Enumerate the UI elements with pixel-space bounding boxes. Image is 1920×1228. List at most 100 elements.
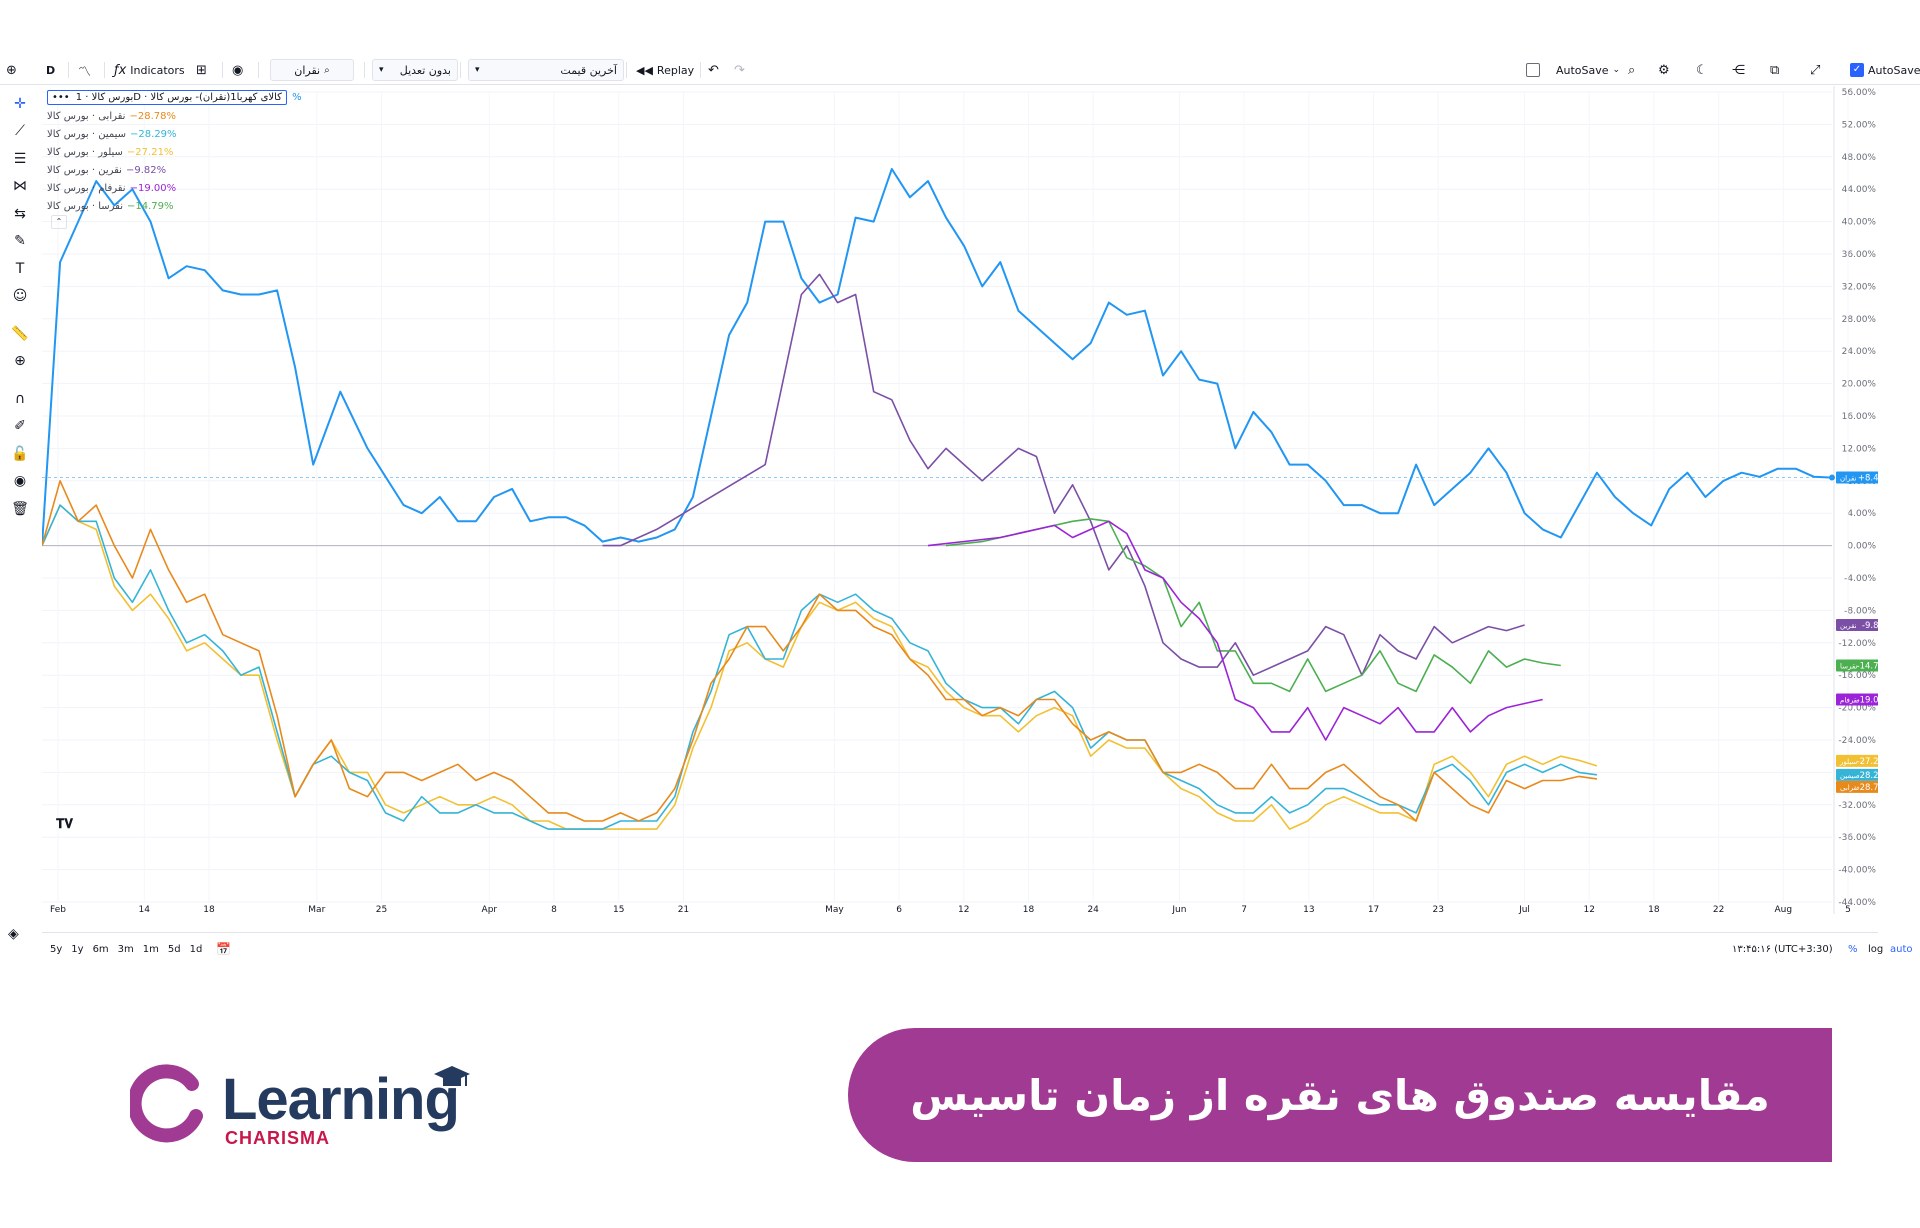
settings-button[interactable]: ⚙: [1658, 56, 1670, 84]
legend-series-name: سیمین · بورس کالا: [47, 128, 127, 140]
tradingview-logo-icon: 𝐓𝐕: [56, 817, 73, 832]
collapse-legend-button[interactable]: ⌃: [51, 215, 67, 229]
snapshot-button[interactable]: ⧉: [1770, 56, 1779, 84]
add-symbol-button[interactable]: ⊕: [6, 56, 17, 84]
pattern-tool[interactable]: ⋈: [0, 173, 40, 201]
axis-price-label: -28.78%: [1857, 783, 1878, 793]
timeframe-button[interactable]: 5y: [50, 943, 63, 955]
fib-tool[interactable]: ☰: [0, 145, 40, 173]
chart-type-button[interactable]: 〽: [78, 56, 91, 84]
divider: [364, 62, 365, 78]
object-tree-button[interactable]: ◈: [8, 926, 19, 942]
brush-tool[interactable]: ✎: [0, 228, 40, 256]
percent-label: %: [1848, 943, 1858, 955]
y-tick-label: 0.00%: [1847, 542, 1876, 552]
legend-row[interactable]: نقرسا · بورس کالا −14.79%: [47, 197, 302, 215]
share-button[interactable]: ⋲: [1732, 56, 1745, 84]
adjustment-select[interactable]: ▾ بدون تعدیل: [372, 56, 458, 84]
legend-row[interactable]: سیلور · بورس کالا −27.21%: [47, 143, 302, 161]
chevron-up-icon: ⌃: [55, 217, 63, 226]
quick-search-button[interactable]: ⌕: [1628, 56, 1635, 84]
divider: [460, 62, 461, 78]
checkbox-icon: [1526, 63, 1540, 77]
log-toggle[interactable]: log: [1868, 938, 1883, 960]
goto-date-button[interactable]: 📅: [216, 938, 231, 960]
visibility-button[interactable]: ◉: [232, 56, 243, 84]
legend-row[interactable]: نقرابی · بورس کالا −28.78%: [47, 107, 302, 125]
gear-icon: ⚙: [1658, 62, 1670, 78]
compare-field[interactable]: نقران ⌕: [270, 56, 354, 84]
series-line-نقرفام: [927, 520, 1543, 741]
timeframe-button[interactable]: 3m: [117, 943, 134, 955]
emoji-tool[interactable]: ☺: [0, 283, 40, 311]
crosshair-tool[interactable]: ✛: [0, 90, 40, 118]
axis-price-label: -19.00%: [1857, 696, 1878, 706]
axis-price-label: +8.40%: [1858, 474, 1878, 484]
redo-button[interactable]: ↷: [734, 56, 745, 84]
x-tick-label: Mar: [308, 905, 325, 914]
adjustment-label: بدون تعدیل: [399, 63, 451, 77]
y-tick-label: -32.00%: [1838, 801, 1876, 811]
timeframe-button[interactable]: 1m: [142, 943, 159, 955]
axis-price-label: -14.79%: [1857, 661, 1878, 671]
undo-button[interactable]: ↶: [708, 56, 719, 84]
main-symbol-value: %: [292, 92, 302, 103]
timeframe-button[interactable]: 6m: [92, 943, 109, 955]
x-tick-label: 18: [203, 905, 215, 914]
legend-row[interactable]: نقرفام · بورس کالا −19.00%: [47, 179, 302, 197]
timeframe-button[interactable]: 1y: [71, 943, 84, 955]
text-tool[interactable]: T: [0, 255, 40, 283]
divider: [68, 62, 69, 78]
indicators-button[interactable]: ƒx Indicators: [114, 56, 185, 84]
lock-tool[interactable]: 🔓: [0, 440, 40, 468]
axis-series-label: نقران: [1840, 475, 1856, 483]
text-icon: T: [15, 260, 25, 277]
timeframe-button[interactable]: 1d: [189, 943, 203, 955]
legend-series-name: نقرین · بورس کالا: [47, 164, 122, 176]
comparison-chart[interactable]: 56.00% 52.00% 48.00% 44.00% 40.00% 36.00% 32.0…: [42, 86, 1878, 914]
remove-tool[interactable]: 🗑: [0, 495, 40, 523]
forecast-tool[interactable]: ⇆: [0, 200, 40, 228]
legend-row[interactable]: سیمین · بورس کالا −28.29%: [47, 125, 302, 143]
templates-button[interactable]: ⊞: [196, 56, 207, 84]
log-label: log: [1868, 943, 1884, 955]
autosave-right-toggle[interactable]: ✓ AutoSave: [1850, 56, 1920, 84]
price-type-select[interactable]: ▾ آخرین قیمت: [468, 56, 624, 84]
auto-toggle[interactable]: auto: [1890, 938, 1913, 960]
x-tick-label: 18: [1023, 905, 1035, 914]
legend-row[interactable]: نقرین · بورس کالا −9.82%: [47, 161, 302, 179]
interval-label: D: [46, 63, 56, 77]
x-tick-label: 21: [678, 905, 689, 914]
series-line-نقرسا: [945, 518, 1561, 693]
fullscreen-button[interactable]: ⤢: [1810, 56, 1820, 84]
autosave-toggle[interactable]: AutoSave ⌄: [1526, 56, 1620, 84]
axis-series-label: نقرسا: [1840, 662, 1857, 670]
trendline-tool[interactable]: ⟋: [0, 118, 40, 146]
replay-button[interactable]: ◀◀ Replay: [636, 56, 694, 84]
axis-price-label-bg: [1836, 768, 1878, 781]
zoom-tool[interactable]: ⊕: [0, 348, 40, 376]
rewind-icon: ◀◀: [636, 63, 653, 77]
hide-tool[interactable]: ◉: [0, 468, 40, 496]
logo-title: Learning: [222, 1067, 460, 1132]
theme-button[interactable]: ☾: [1696, 56, 1708, 84]
series-line-نقرین: [602, 273, 1525, 676]
axis-price-label-bg: [1836, 618, 1878, 631]
redo-icon: ↷: [734, 62, 745, 78]
timeframe-button[interactable]: 5d: [167, 943, 181, 955]
camera-icon: ⧉: [1770, 62, 1780, 78]
percent-toggle[interactable]: %: [1848, 938, 1858, 960]
interval-button[interactable]: D: [46, 56, 55, 84]
measure-tool[interactable]: 📏: [0, 320, 40, 348]
compare-label: نقران: [294, 63, 321, 77]
main-symbol-legend[interactable]: ••• بورس کالا · 1D · کالای کهربا1(نقران)…: [47, 90, 287, 105]
price-type-label: آخرین قیمت: [560, 63, 617, 77]
autosave-right-label: AutoSave: [1868, 63, 1920, 77]
magnet-tool[interactable]: ∩: [0, 385, 40, 413]
x-tick-label: 22: [1713, 905, 1724, 914]
axis-price-label-bg: [1836, 754, 1878, 767]
axis-price-label-bg: [1836, 780, 1878, 793]
lock-icon: 🔓: [11, 445, 29, 462]
checkbox-checked-icon: ✓: [1850, 63, 1864, 77]
stay-drawing-tool[interactable]: ✐: [0, 413, 40, 441]
